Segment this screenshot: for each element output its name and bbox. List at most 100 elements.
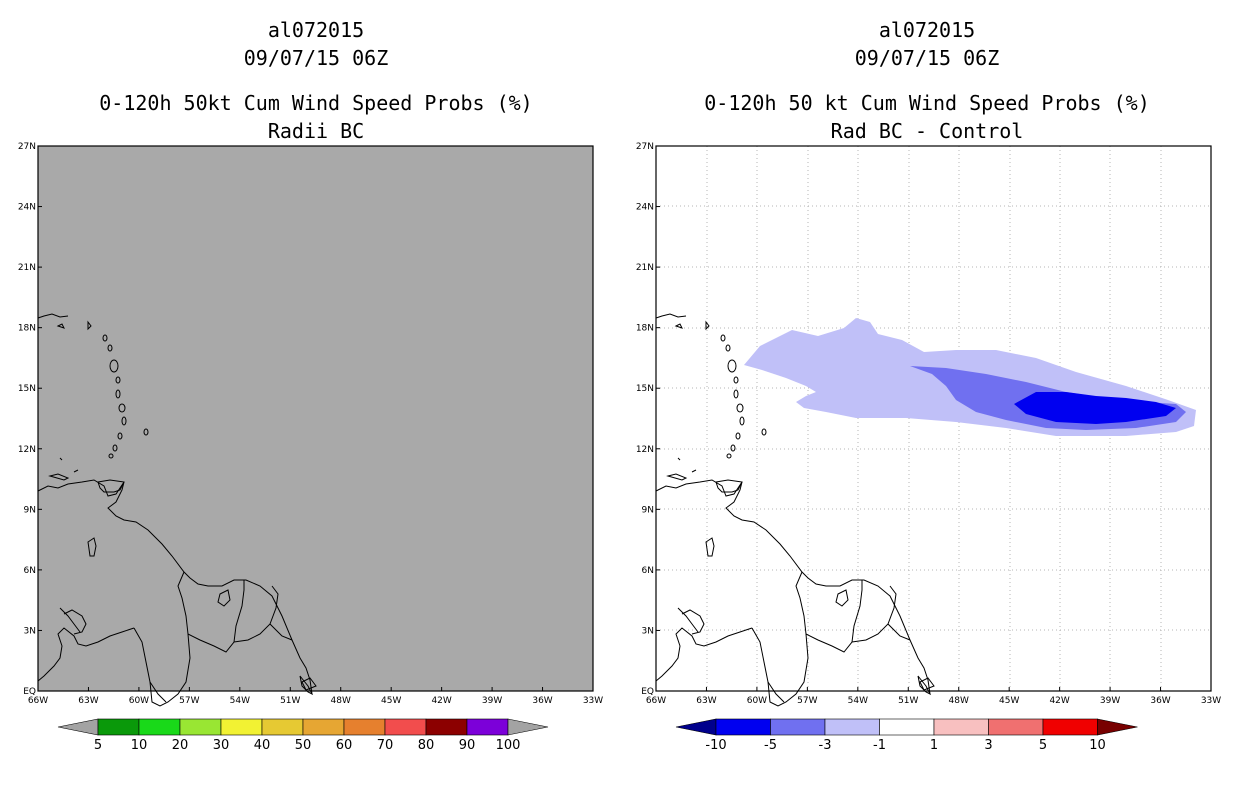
right-colorbar-box bbox=[879, 718, 935, 736]
right-lon-label: 63W bbox=[696, 696, 716, 706]
left-colorbar-box bbox=[179, 718, 222, 736]
right-lat-label: 24N bbox=[636, 203, 654, 213]
right-storm-id: al072015 bbox=[878, 18, 976, 42]
right-lon-label: 48W bbox=[949, 696, 969, 706]
left-map-panel: 27N 24N 21N 18N 15N 12N 9N 6N 3N EQ 66W 63W 60W 57W 5… bbox=[18, 142, 603, 707]
right-colorbar-box bbox=[933, 718, 989, 736]
right-lon-label: 39W bbox=[1100, 696, 1120, 706]
left-colorbar-box bbox=[343, 718, 386, 736]
right-lat-label: 15N bbox=[636, 384, 654, 394]
left-colorbar-label: 30 bbox=[213, 738, 230, 753]
left-colorbar-label: 70 bbox=[377, 738, 394, 753]
right-colorbar-box bbox=[770, 718, 826, 736]
left-colorbar-boxes bbox=[57, 718, 549, 736]
right-colorbar-label: -3 bbox=[819, 738, 832, 753]
left-lat-label: 18N bbox=[18, 324, 36, 334]
right-lon-label: 54W bbox=[848, 696, 868, 706]
left-lat-labels: 27N 24N 21N 18N 15N 12N 9N 6N 3N EQ bbox=[18, 142, 42, 697]
right-colorbar-label: -10 bbox=[705, 738, 726, 753]
right-lat-labels: 27N 24N 21N 18N 15N 12N 9N 6N 3N EQ bbox=[636, 142, 660, 697]
right-map-panel: 27N 24N 21N 18N 15N 12N 9N 6N 3N EQ 66W 63W 60W 57W 5… bbox=[636, 142, 1221, 707]
right-colorbar-label: -5 bbox=[764, 738, 777, 753]
right-lon-label: 33W bbox=[1201, 696, 1221, 706]
left-colorbar-label: 80 bbox=[418, 738, 435, 753]
left-colorbar-label: 90 bbox=[459, 738, 476, 753]
left-lat-label: 3N bbox=[24, 626, 36, 636]
left-colorbar-label: 10 bbox=[131, 738, 148, 753]
left-lon-label: 48W bbox=[331, 696, 351, 706]
right-lat-label: 3N bbox=[642, 626, 654, 636]
right-colorbar-boxes bbox=[675, 718, 1138, 736]
left-lat-label: 12N bbox=[18, 445, 36, 455]
left-colorbar-label: 100 bbox=[496, 738, 521, 753]
right-colorbar-end-low bbox=[675, 718, 717, 736]
right-map-frame bbox=[655, 145, 1212, 692]
left-lat-label: 9N bbox=[24, 505, 36, 515]
left-lat-label: 27N bbox=[18, 142, 36, 152]
left-map-frame bbox=[37, 145, 594, 692]
left-lon-label: 57W bbox=[179, 696, 199, 706]
right-lat-label: 9N bbox=[642, 505, 654, 515]
right-subtitle: Rad BC - Control bbox=[830, 119, 1024, 143]
left-lon-label: 51W bbox=[280, 696, 300, 706]
left-colorbar: 5 10 20 30 40 50 60 70 80 90 100 bbox=[57, 718, 549, 753]
right-colorbar-label: 1 bbox=[930, 738, 938, 753]
right-lon-label: 45W bbox=[999, 696, 1019, 706]
right-lon-label: 66W bbox=[646, 696, 666, 706]
left-lon-label: 60W bbox=[129, 696, 149, 706]
left-lon-label: 54W bbox=[230, 696, 250, 706]
right-lat-label: 12N bbox=[636, 445, 654, 455]
left-lat-label: 24N bbox=[18, 203, 36, 213]
right-lon-labels: 66W 63W 60W 57W 54W 51W 48W 45W 42W 39W 36W 33W bbox=[646, 687, 1221, 706]
right-colorbar-box bbox=[988, 718, 1044, 736]
right-colorbar-box bbox=[1042, 718, 1098, 736]
left-colorbar-box bbox=[97, 718, 140, 736]
right-lon-label: 51W bbox=[898, 696, 918, 706]
left-lat-label: 6N bbox=[24, 566, 36, 576]
left-lon-label: 63W bbox=[78, 696, 98, 706]
right-colorbar-label: 10 bbox=[1089, 738, 1106, 753]
right-lon-label: 57W bbox=[797, 696, 817, 706]
left-lon-label: 39W bbox=[482, 696, 502, 706]
right-colorbar-box bbox=[715, 718, 771, 736]
right-product-title: 0-120h 50 kt Cum Wind Speed Probs (%) bbox=[704, 91, 1150, 115]
left-colorbar-label: 20 bbox=[172, 738, 189, 753]
right-datetime: 09/07/15 06Z bbox=[854, 46, 1000, 70]
left-colorbar-end-low bbox=[57, 718, 99, 736]
left-lon-label: 66W bbox=[28, 696, 48, 706]
left-storm-id: al072015 bbox=[267, 18, 365, 42]
left-colorbar-labels: 5 10 20 30 40 50 60 70 80 90 100 bbox=[94, 738, 521, 753]
left-lat-label: EQ bbox=[23, 687, 36, 697]
left-lon-label: 36W bbox=[532, 696, 552, 706]
right-lat-label: EQ bbox=[641, 687, 654, 697]
left-colorbar-box bbox=[425, 718, 468, 736]
left-lat-label: 21N bbox=[18, 263, 36, 273]
left-colorbar-box bbox=[220, 718, 263, 736]
left-lon-labels: 66W 63W 60W 57W 54W 51W 48W 45W 42W 39W 36W 33W bbox=[28, 687, 603, 706]
left-lat-label: 15N bbox=[18, 384, 36, 394]
left-colorbar-label: 5 bbox=[94, 738, 102, 753]
left-subtitle: Radii BC bbox=[267, 119, 365, 143]
left-lon-label: 33W bbox=[583, 696, 603, 706]
left-map-background bbox=[38, 146, 593, 691]
left-colorbar-box bbox=[302, 718, 345, 736]
contour-minus-5-to-minus-10 bbox=[1014, 392, 1176, 424]
left-colorbar-label: 40 bbox=[254, 738, 271, 753]
right-lat-label: 21N bbox=[636, 263, 654, 273]
right-colorbar-label: -1 bbox=[873, 738, 886, 753]
right-colorbar-end-high bbox=[1097, 718, 1138, 736]
left-colorbar-label: 50 bbox=[295, 738, 312, 753]
left-colorbar-end-high bbox=[507, 718, 549, 736]
right-lon-label: 60W bbox=[747, 696, 767, 706]
right-colorbar-labels: -10 -5 -3 -1 1 3 5 10 bbox=[705, 738, 1105, 753]
right-lon-label: 42W bbox=[1049, 696, 1069, 706]
left-lon-label: 42W bbox=[431, 696, 451, 706]
right-lat-label: 27N bbox=[636, 142, 654, 152]
left-colorbar-box bbox=[466, 718, 509, 736]
left-colorbar-box bbox=[384, 718, 427, 736]
left-lon-label: 45W bbox=[381, 696, 401, 706]
right-colorbar-label: 5 bbox=[1039, 738, 1047, 753]
left-colorbar-label: 60 bbox=[336, 738, 353, 753]
left-product-title: 0-120h 50kt Cum Wind Speed Probs (%) bbox=[99, 91, 533, 115]
left-datetime: 09/07/15 06Z bbox=[243, 46, 389, 70]
